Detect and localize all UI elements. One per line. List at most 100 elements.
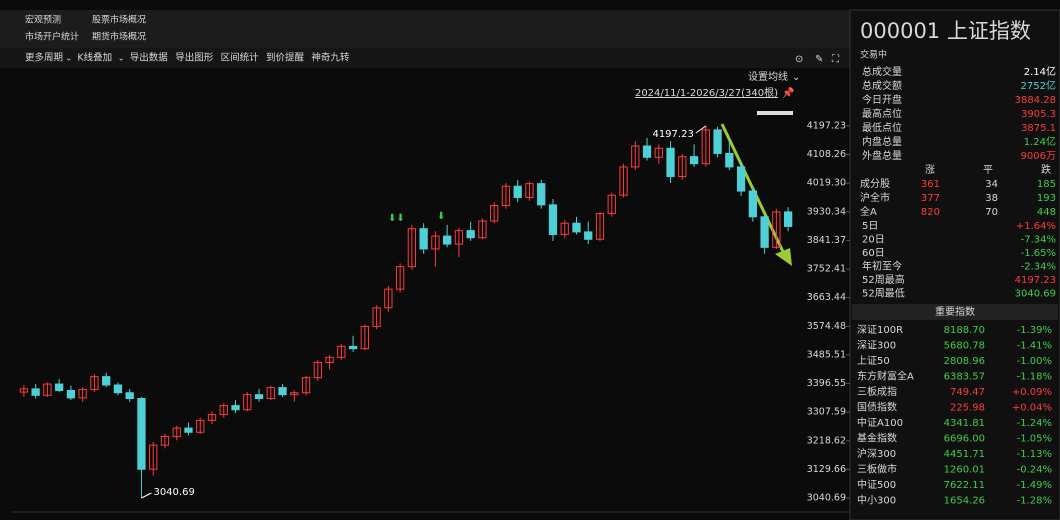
icon-circle[interactable]: ⊙ (795, 54, 803, 65)
section-header (852, 304, 1058, 320)
toolbar-item[interactable]: K线叠加 (77, 52, 112, 64)
high-pointer (695, 125, 707, 134)
candle-body (55, 383, 64, 391)
candle-body (572, 222, 581, 233)
toolbar-item[interactable]: 区间统计 (221, 52, 260, 64)
candle-body (454, 230, 464, 245)
index-name[interactable]: 沪深300 (857, 447, 896, 460)
candle-body (231, 405, 240, 411)
stat-label: 总成交额 (862, 79, 902, 92)
y-tick-label: 3663.44 (807, 292, 846, 303)
return-label: 52周最低 (862, 287, 905, 300)
index-name[interactable]: 中证500 (857, 478, 896, 491)
candle-body (631, 145, 640, 168)
range[interactable]: 2024/11/1-2026/3/27(340根) (635, 86, 778, 99)
candle-body (290, 392, 299, 396)
candle-body (595, 213, 605, 240)
candle-body (348, 345, 358, 350)
index-change: -1.28% (1017, 496, 1052, 507)
index-value: 1260.01 (944, 465, 985, 476)
candle-body (19, 388, 29, 393)
toolbar-item[interactable]: 更多周期 (25, 52, 63, 64)
icon-draw[interactable]: ✎ (815, 54, 823, 65)
y-tick-label: 3574.48 (807, 321, 846, 332)
index-value: 1654.26 (944, 496, 985, 507)
tab[interactable]: 宏观预测 (25, 14, 61, 26)
candle-body (584, 231, 593, 240)
candle-body (772, 211, 781, 248)
breadth-value: 193 (1037, 193, 1056, 204)
marker-strip (757, 111, 793, 115)
toolbar-item[interactable]: 导出图形 (175, 52, 214, 64)
index-name[interactable]: 三板成指 (857, 385, 897, 398)
index-name[interactable]: 深证300 (857, 340, 896, 352)
candle-body (689, 156, 699, 165)
candle-body (360, 325, 369, 350)
candle-body (66, 389, 76, 399)
y-tick-label: 4019.30 (807, 178, 846, 189)
candle-body (548, 204, 558, 235)
candle-body (713, 129, 722, 154)
index-value: 4451.71 (944, 449, 985, 460)
index-value: 2808.96 (944, 356, 985, 367)
candle-body (525, 183, 534, 198)
candle-body (736, 166, 746, 192)
candle-body (478, 220, 487, 239)
stat-label: 外盘总量 (862, 149, 902, 162)
index-value: 6383.57 (944, 372, 985, 383)
tab[interactable]: 期货市场概况 (92, 31, 146, 43)
return-label: 年初至今 (862, 260, 902, 273)
index-value: 7622.11 (944, 480, 985, 491)
index-value: 749.47 (950, 387, 985, 398)
stat-value: 3884.28 (1015, 95, 1056, 106)
breadth-value: 448 (1037, 207, 1056, 218)
index-change: -1.00% (1017, 356, 1052, 367)
candle-body (78, 389, 87, 399)
ma-setting[interactable]: 设置均线 (748, 70, 788, 83)
chevron: ⌄ (65, 54, 72, 63)
index-name[interactable]: 深证100R (857, 324, 903, 336)
candle-body (513, 185, 522, 198)
tab[interactable]: 市场开户统计 (25, 31, 79, 43)
trend-arrow-head (775, 248, 792, 266)
candle-body (196, 419, 205, 433)
candle-body (537, 183, 546, 206)
stat-label: 今日开盘 (862, 93, 902, 106)
index-change: -0.24% (1017, 465, 1052, 476)
index-name[interactable]: 中小300 (857, 494, 896, 507)
index-name[interactable]: 中证A100 (857, 416, 903, 429)
index-value: 8188.70 (944, 325, 985, 336)
toolbar-item[interactable]: 到价提醒 (266, 52, 305, 64)
toolbar-item[interactable]: 神奇九转 (311, 52, 350, 64)
candle-body (254, 394, 264, 400)
pin-icon: 📌 (782, 86, 795, 99)
breadth-value: 377 (921, 193, 940, 204)
candle-body (207, 414, 217, 421)
index-name[interactable]: 国债指数 (857, 401, 897, 414)
candle-body (701, 129, 710, 165)
index-name[interactable]: 东方财富全A (857, 370, 914, 383)
index-name[interactable]: 基金指数 (857, 432, 897, 445)
candle-body (619, 166, 628, 196)
tab[interactable]: 股票市场概况 (92, 14, 146, 26)
index-name[interactable]: 三板做市 (857, 463, 897, 476)
candle-body (419, 228, 428, 250)
return-label: 60日 (862, 248, 885, 259)
high-label: 4197.23 (652, 129, 693, 140)
index-name[interactable]: 上证50 (857, 355, 890, 367)
candle-body (278, 387, 287, 396)
y-tick-label: 3040.69 (807, 493, 846, 504)
icon-fullscreen[interactable]: ⛶ (831, 54, 840, 65)
y-tick-label: 3307.59 (807, 407, 846, 418)
breadth-value: 820 (921, 207, 940, 218)
breadth-label: 成分股 (860, 178, 890, 190)
candle-body (678, 156, 687, 178)
chevron: ⌄ (118, 54, 125, 63)
stat-label: 最低点位 (862, 121, 902, 134)
toolbar-item[interactable]: 导出数据 (130, 52, 169, 64)
candle-body (443, 235, 452, 245)
y-tick-label: 3129.66 (807, 464, 846, 475)
candle-body (654, 147, 663, 158)
index-change: -1.49% (1017, 480, 1052, 491)
